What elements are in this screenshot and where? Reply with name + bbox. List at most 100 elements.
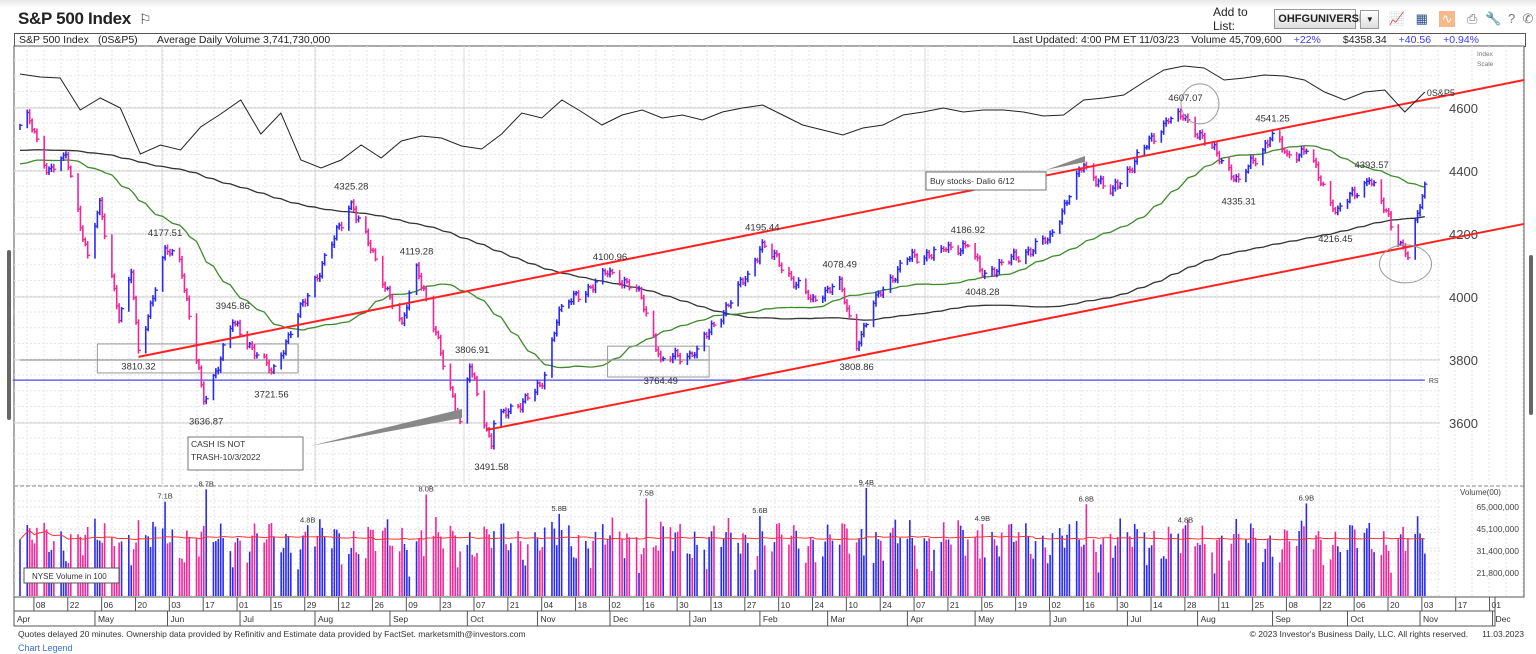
rs-line-symbol-label: 0S&P5 [1427,88,1455,98]
ma50-line [19,145,1425,369]
chart-icon[interactable]: 📈 [1388,11,1405,26]
day-tick-label: 11 [1221,600,1230,610]
day-tick-label: 01 [1492,600,1502,610]
price-annotation: 4119.28 [400,246,434,257]
footer-disclaimer: Quotes delayed 20 minutes. Ownership dat… [18,629,526,639]
phone-icon[interactable]: ✆ [1522,11,1534,26]
month-tick-label: Aug [1201,614,1216,624]
price-annotation: 3808.86 [839,362,873,373]
price-annotation: 4325.28 [334,182,368,193]
volume-tick-label: 45,100,000 [1476,524,1519,534]
month-tick-label: Oct [1350,614,1364,624]
volume-legend-box [23,567,120,584]
annotation-box [607,345,710,378]
month-tick-label: Nov [540,614,556,624]
volume-annotation: 4.8B [300,515,315,524]
add-to-list-label: Add to List: [1213,5,1248,33]
month-tick-label: Jul [1130,614,1141,624]
day-tick-label: 08 [36,600,46,610]
chart-legend-link[interactable]: Chart Legend [18,643,73,653]
volume-annotation: 8.0B [419,484,434,493]
index-name: S&P 500 Index [19,34,89,46]
price-annotation: 4195.44 [745,222,779,233]
day-tick-label: 23 [442,600,452,610]
day-tick-label: 16 [645,600,655,610]
rs-line-label: RS [1429,378,1439,385]
day-tick-label: 12 [341,600,351,610]
note-text: CASH IS NOT [191,439,245,449]
month-tick-label: Jun [170,614,184,624]
left-scrollbar[interactable] [7,250,11,420]
flag-icon[interactable]: ⚐ [138,10,152,27]
month-tick-label: Sep [1276,614,1291,624]
price-tick-label: 4400 [1449,164,1478,179]
volume-annotation: 8.7B [198,479,213,488]
month-tick-label: Mar [831,614,846,624]
index-scale-label: Index [1477,51,1494,58]
volume-annotation: 4.8B [1178,515,1193,524]
volume-annotation: 6.9B [1299,493,1314,502]
day-tick-label: 24 [815,600,825,610]
volume-annotation: 5.8B [551,504,566,513]
day-tick-label: 03 [1424,600,1434,610]
trendline [486,222,1525,431]
price-change-pct: +0.94% [1443,34,1479,46]
price-annotation: 3764.49 [644,376,678,387]
top-shadow [0,0,1536,8]
price-annotation: 3945.86 [216,301,250,312]
footer-date: 11.03.2023 [1482,629,1524,639]
volume-tick-label: 21,800,000 [1476,568,1519,578]
price-annotation: 4393.57 [1354,160,1388,171]
month-tick-label: Jul [243,614,254,624]
day-tick-label: 21 [510,600,520,610]
price-annotation: 4335.31 [1222,196,1256,207]
day-tick-label: 08 [1288,600,1298,610]
month-tick-label: Oct [470,614,484,624]
annotation-box [96,343,299,374]
day-tick-label: 21 [950,600,960,610]
day-tick-label: 04 [544,600,554,610]
day-tick-label: 10 [781,600,791,610]
pointer-arrow [310,409,462,446]
chevron-down-icon[interactable]: ▼ [1360,9,1380,29]
last-updated: Last Updated: 4:00 PM ET 11/03/23 [1012,34,1180,46]
wrench-icon[interactable]: 🔧 [1485,11,1502,26]
average-volume: Average Daily Volume 3,741,730,000 [157,34,331,46]
day-tick-label: 17 [205,600,215,610]
day-tick-label: 20 [137,600,147,610]
day-tick-label: 22 [70,600,80,610]
day-tick-label: 29 [307,600,317,610]
day-tick-label: 07 [916,600,926,610]
day-tick-label: 14 [1153,600,1163,610]
help-icon[interactable]: ? [1508,11,1516,26]
price-tick-label: 4600 [1449,101,1478,116]
volume-tick-label: 31,400,000 [1476,546,1519,556]
day-tick-label: 06 [1356,600,1366,610]
price-annotation: 4186.92 [951,225,985,236]
month-tick-label: May [978,614,995,624]
day-tick-label: 27 [747,600,757,610]
layout-grid-icon[interactable]: ▦ [1415,11,1428,26]
list-select[interactable]: OHFGUNIVERSE [1274,9,1366,29]
day-tick-label: 16 [1085,600,1095,610]
day-tick-label: 02 [611,600,621,610]
day-tick-label: 26 [374,600,384,610]
note-text: TRASH-10/3/2022 [191,452,261,462]
highlight-circle [1180,83,1220,125]
day-tick-label: 15 [273,600,283,610]
print-icon[interactable]: ⎙ [1467,11,1478,26]
price-annotation: 4177.51 [148,228,182,239]
day-tick-label: 05 [984,600,994,610]
day-tick-label: 07 [476,600,486,610]
price-annotation: 4216.45 [1318,234,1352,245]
day-tick-label: 02 [1051,600,1061,610]
price-annotation: 4607.07 [1168,93,1202,104]
month-tick-label: Dec [613,614,629,624]
price-annotation: 4541.25 [1255,114,1289,125]
right-scrollbar[interactable] [1529,255,1533,415]
overlay-icon[interactable]: ∿ [1438,11,1456,27]
day-tick-label: 13 [713,600,723,610]
day-tick-label: 28 [1187,600,1197,610]
month-tick-label: Apr [17,614,30,624]
index-symbol: (0S&P5) [98,34,138,46]
